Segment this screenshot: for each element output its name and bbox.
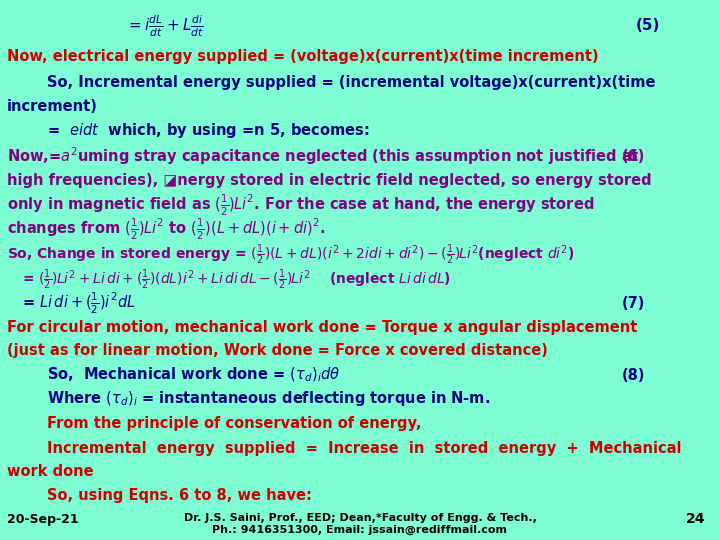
Text: From the principle of conservation of energy,: From the principle of conservation of en… [47, 416, 421, 431]
Text: = $({\frac{1}{2}})Li^2 + Li\,di + ({\frac{1}{2}})(dL)i^2 + Li\,di\,dL - ({\frac{: = $({\frac{1}{2}})Li^2 + Li\,di + ({\fra… [22, 267, 451, 292]
Text: only in magnetic field as $({\frac{1}{2}})Li^2$. For the case at hand, the energ: only in magnetic field as $({\frac{1}{2}… [7, 193, 595, 218]
Text: $= i\frac{dL}{dt} + L\frac{di}{dt}$: $= i\frac{dL}{dt} + L\frac{di}{dt}$ [126, 13, 204, 39]
Text: Dr. J.S. Saini, Prof., EED; Dean,*Faculty of Engg. & Tech.,
Ph.: 9416351300, Ema: Dr. J.S. Saini, Prof., EED; Dean,*Facult… [184, 513, 536, 535]
Text: (6): (6) [622, 149, 645, 164]
Text: (5): (5) [636, 18, 660, 33]
Text: changes from $({\frac{1}{2}})Li^2$ to $({\frac{1}{2}})(L + dL)(i + di)^2$.: changes from $({\frac{1}{2}})Li^2$ to $(… [7, 217, 325, 242]
Text: (7): (7) [622, 296, 645, 311]
Text: work done: work done [7, 464, 94, 479]
Text: increment): increment) [7, 99, 98, 114]
Text: =  $eidt$  which, by using =n 5, becomes:: = $eidt$ which, by using =n 5, becomes: [47, 121, 369, 140]
Text: So, Incremental energy supplied = (incremental voltage)x(current)x(time: So, Incremental energy supplied = (incre… [47, 75, 655, 90]
Text: Now,=$a^2$uming stray capacitance neglected (this assumption not justified at: Now,=$a^2$uming stray capacitance neglec… [7, 146, 640, 167]
Text: For circular motion, mechanical work done = Torque x angular displacement: For circular motion, mechanical work don… [7, 320, 638, 335]
Text: Incremental  energy  supplied  =  Increase  in  stored  energy  +  Mechanical: Incremental energy supplied = Increase i… [47, 441, 681, 456]
Text: Now, electrical energy supplied = (voltage)x(current)x(time increment): Now, electrical energy supplied = (volta… [7, 49, 599, 64]
Text: 24: 24 [686, 512, 706, 526]
Text: So, Change in stored energy = $({\frac{1}{2}})(L+dL)(i^2 + 2idi + di^2) - ({\fra: So, Change in stored energy = $({\frac{1… [7, 242, 575, 267]
Text: = $Li\,di + ({\frac{1}{2}})i^2 dL$: = $Li\,di + ({\frac{1}{2}})i^2 dL$ [22, 291, 135, 316]
Text: 20-Sep-21: 20-Sep-21 [7, 513, 78, 526]
Text: high frequencies), ◪nergy stored in electric field neglected, so energy stored: high frequencies), ◪nergy stored in elec… [7, 173, 652, 188]
Text: So, using Eqns. 6 to 8, we have:: So, using Eqns. 6 to 8, we have: [47, 488, 312, 503]
Text: So,  Mechanical work done = $(\tau_d)_i d\theta$: So, Mechanical work done = $(\tau_d)_i d… [47, 366, 340, 384]
Text: Where $(\tau_d)_i$ = instantaneous deflecting torque in N-m.: Where $(\tau_d)_i$ = instantaneous defle… [47, 389, 490, 408]
Text: (just as for linear motion, Work done = Force x covered distance): (just as for linear motion, Work done = … [7, 343, 548, 359]
Text: (8): (8) [622, 368, 645, 383]
